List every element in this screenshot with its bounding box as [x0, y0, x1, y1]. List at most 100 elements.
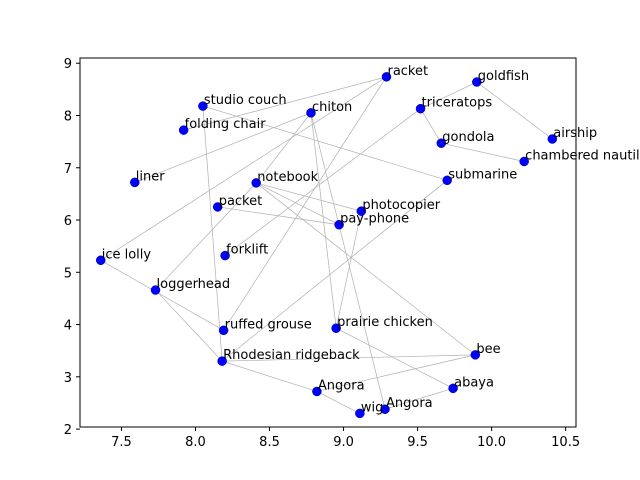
point-label: ruffed grouse	[225, 317, 312, 332]
data-point	[356, 206, 367, 216]
x-tick-label: 9.5	[407, 435, 428, 450]
data-point	[212, 202, 223, 212]
edge-line	[224, 108, 421, 256]
y-axis: 2 3 4 5 6 7 8 9	[64, 57, 80, 438]
y-tick-label: 2	[64, 423, 72, 438]
y-tick-label: 8	[64, 109, 72, 124]
edge-line	[316, 354, 476, 392]
x-tick-label: 10.5	[551, 435, 580, 450]
data-point	[178, 125, 189, 135]
data-point	[331, 323, 341, 333]
edge-line	[256, 182, 340, 226]
point-label: photocopier	[362, 198, 440, 213]
edge-line	[100, 259, 224, 331]
data-point	[448, 383, 458, 394]
point-label: submarine	[448, 167, 517, 182]
data-point	[198, 101, 208, 111]
point-label: pay-phone	[340, 212, 409, 227]
point-label: triceratops	[422, 96, 493, 111]
point-label: loggerhead	[157, 277, 231, 292]
edge-line	[255, 112, 312, 184]
point-label: Angora	[386, 396, 433, 411]
point-label: folding chair	[185, 117, 267, 132]
y-tick-label: 5	[64, 266, 72, 281]
edge-line	[256, 182, 362, 212]
edges-layer	[100, 76, 553, 414]
edge-line	[222, 354, 476, 362]
edge-line	[316, 391, 360, 414]
point-label: liner	[136, 169, 165, 184]
point-label: goldfish	[478, 69, 529, 84]
x-axis: 7.5 8.0 8.5 9.0 9.5 10.0 10.5	[111, 427, 580, 450]
point-label: abaya	[454, 375, 494, 390]
x-tick-label: 7.5	[111, 435, 132, 450]
point-label: chiton	[312, 100, 352, 115]
x-tick-label: 8.0	[185, 435, 206, 450]
point-label: packet	[219, 194, 263, 209]
y-tick-label: 4	[64, 319, 72, 334]
point-label: prairie chicken	[337, 315, 433, 330]
y-tick-label: 9	[64, 57, 72, 72]
y-tick-label: 7	[64, 162, 72, 177]
point-label: studio couch	[204, 93, 287, 108]
point-label: gondola	[442, 130, 494, 145]
edge-line	[221, 180, 448, 362]
data-point	[306, 108, 316, 118]
y-tick-label: 3	[64, 371, 72, 386]
edge-line	[255, 182, 476, 356]
y-tick-label: 6	[64, 214, 72, 229]
point-label: Rhodesian ridgeback	[223, 348, 360, 363]
edge-line	[420, 81, 477, 110]
point-label: ice lolly	[102, 247, 152, 262]
edge-line	[155, 289, 223, 362]
data-point	[381, 72, 392, 82]
data-point	[95, 255, 106, 266]
point-label: Angora	[318, 378, 365, 393]
edge-line	[155, 182, 257, 291]
edge-line	[335, 211, 362, 329]
data-point	[312, 386, 322, 397]
edge-line	[100, 76, 387, 261]
data-point	[220, 250, 230, 261]
data-point	[470, 350, 481, 360]
data-point	[436, 138, 447, 148]
edge-line	[202, 105, 448, 181]
data-point	[150, 285, 161, 295]
point-label: racket	[387, 64, 428, 79]
plot-area-frame	[79, 57, 577, 428]
edge-line	[134, 112, 312, 183]
edge-line	[183, 76, 387, 131]
edge-line	[217, 206, 340, 226]
data-point	[415, 103, 426, 114]
data-point	[334, 219, 344, 230]
data-point	[519, 156, 529, 167]
edge-line	[384, 387, 454, 410]
edge-line	[202, 106, 223, 362]
edge-line	[335, 327, 454, 389]
x-tick-label: 10.0	[477, 435, 506, 450]
data-point	[442, 175, 452, 186]
point-label: chambered nautilus	[525, 148, 640, 163]
edge-line	[476, 81, 553, 140]
edge-line	[310, 112, 337, 329]
data-point	[472, 77, 482, 87]
data-point	[130, 177, 140, 188]
data-point	[218, 325, 229, 336]
data-point	[547, 134, 558, 144]
x-tick-label: 9.0	[333, 435, 354, 450]
points-layer	[95, 72, 558, 419]
data-point	[217, 356, 227, 366]
data-point	[380, 404, 390, 414]
point-label: forklift	[226, 243, 268, 258]
point-label: bee	[476, 342, 500, 357]
data-point	[251, 178, 261, 188]
point-label: airship	[553, 126, 597, 141]
edge-line	[441, 142, 525, 162]
edge-line	[222, 360, 318, 392]
edge-line	[310, 112, 386, 410]
point-label: wig	[361, 400, 384, 415]
edge-line	[223, 76, 387, 331]
point-label: notebook	[257, 170, 318, 185]
data-point	[355, 408, 365, 419]
